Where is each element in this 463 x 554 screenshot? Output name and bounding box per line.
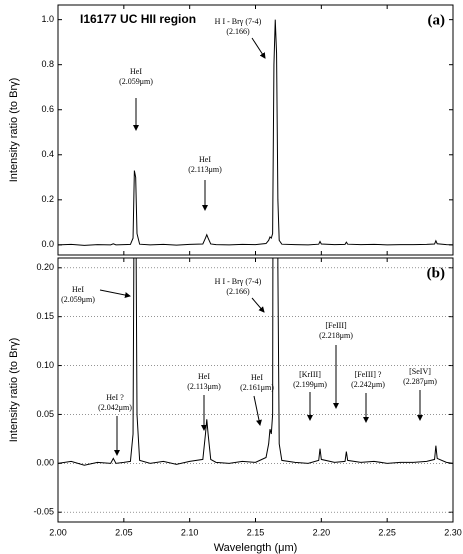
x-tick-label: 2.20 (313, 527, 331, 537)
y-tick-label: 0.8 (41, 59, 54, 69)
spectrum-line (58, 258, 453, 466)
y-tick-label: 0.20 (36, 262, 54, 272)
annotation: (2.113μm) (188, 165, 222, 174)
annotation: [KrIII] (299, 370, 321, 379)
x-axis-label: Wavelength (μm) (214, 542, 298, 554)
x-tick-label: 2.25 (378, 527, 396, 537)
spectrum-line (58, 19, 453, 246)
annotation: H I - Brγ (7-4) (215, 277, 262, 286)
x-tick-label: 2.05 (115, 527, 133, 537)
plot-frame (57, 4, 454, 256)
y-tick-label: 0.2 (41, 194, 54, 204)
annotation: H I - Brγ (7-4) (215, 17, 262, 26)
y-tick-label: 0.6 (41, 104, 54, 114)
annotation: [SeIV] (409, 367, 431, 376)
annotation: HeI (130, 67, 142, 76)
annotation-arrow (251, 297, 265, 313)
annotation: (2.199μm) (293, 380, 327, 389)
y-axis-label: Intensity ratio (to Brγ) (8, 338, 20, 443)
y-tick-label: 1.0 (41, 14, 54, 24)
annotation: (2.059μm) (119, 77, 153, 86)
y-tick-label: 0.05 (36, 409, 54, 419)
x-tick-label: 2.10 (181, 527, 199, 537)
annotation-arrow (251, 37, 266, 59)
chart-title: I16177 UC HII region (80, 12, 196, 26)
annotation: (2.042μm) (98, 403, 132, 412)
y-tick-label: 0.10 (36, 360, 54, 370)
annotation: (2.166) (226, 287, 250, 296)
annotation: (2.059μm) (61, 295, 95, 304)
annotation: HeI (198, 372, 210, 381)
plot-frame (57, 257, 454, 523)
annotation: (2.242μm) (351, 380, 385, 389)
annotation: HeI (199, 155, 211, 164)
y-tick-label: 0.0 (41, 239, 54, 249)
y-tick-label: 0.15 (36, 311, 54, 321)
annotation: [FeIII] ? (355, 370, 382, 379)
annotation-arrow (99, 289, 131, 298)
annotation: [FeIII] (325, 321, 347, 330)
annotation: HeI (72, 285, 84, 294)
x-tick-label: 2.15 (247, 527, 265, 537)
panel-label: (a) (428, 12, 446, 28)
x-tick-label: 2.00 (49, 527, 67, 537)
annotation: HeI ? (106, 393, 124, 402)
y-tick-label: 0.4 (41, 149, 54, 159)
annotation: (2.218μm) (319, 331, 353, 340)
annotation: (2.166) (226, 27, 250, 36)
y-axis-label: Intensity ratio (to Brγ) (8, 78, 20, 183)
annotation: (2.287μm) (403, 377, 437, 386)
annotation: HeI (251, 373, 263, 382)
annotation: (2.113μm) (187, 382, 221, 391)
panel-label: (b) (427, 265, 445, 281)
y-tick-label: -0.05 (33, 507, 54, 517)
annotation: (2.161μm) (240, 383, 274, 392)
annotation-arrow (253, 395, 262, 426)
x-tick-label: 2.30 (444, 527, 462, 537)
y-tick-label: 0.00 (36, 458, 54, 468)
